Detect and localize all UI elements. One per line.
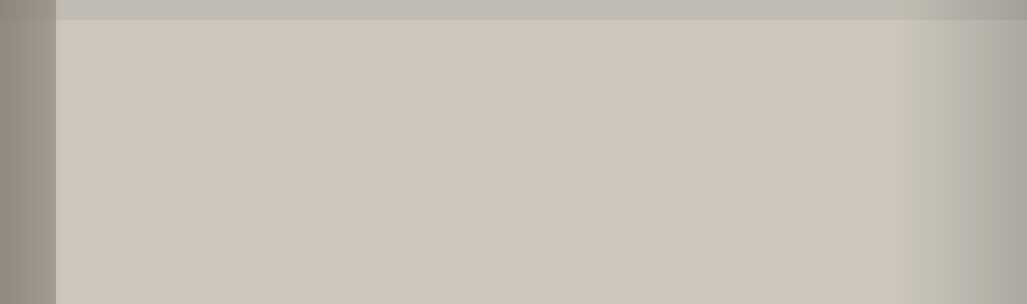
- Text: ( 3.: ( 3.: [260, 114, 283, 130]
- Text: 4.: 4.: [572, 131, 586, 146]
- Text: 8.: 8.: [572, 215, 586, 230]
- Text: Determine the constant(s) and the variable(s) in each algebraic expression: Determine the constant(s) and the variab…: [362, 53, 923, 135]
- Text: 9.: 9.: [269, 229, 283, 244]
- Text: q + r: q + r: [329, 220, 366, 235]
- Text: m + 2π: m + 2π: [618, 242, 672, 257]
- Text: 2f + 5: 2f + 5: [324, 152, 369, 167]
- Text: x + 3: x + 3: [324, 114, 363, 130]
- Bar: [0, 0, 56, 304]
- Text: 2a: 2a: [324, 76, 342, 91]
- Text: 7.: 7.: [277, 189, 292, 204]
- Text: 10.: 10.: [563, 242, 586, 257]
- Text: −5g + 4h: −5g + 4h: [614, 168, 685, 183]
- Text: n: n: [630, 206, 639, 221]
- Text: 1.: 1.: [277, 76, 292, 91]
- Text: 2: 2: [630, 224, 639, 240]
- Text: 8: 8: [343, 238, 352, 254]
- Text: 5.: 5.: [277, 152, 292, 167]
- Text: −3(m + n): −3(m + n): [324, 189, 402, 204]
- Text: 2.: 2.: [572, 95, 586, 109]
- Text: y − 4: y − 4: [614, 131, 653, 146]
- Text: −3c: −3c: [614, 95, 643, 109]
- Text: 6.: 6.: [572, 168, 586, 183]
